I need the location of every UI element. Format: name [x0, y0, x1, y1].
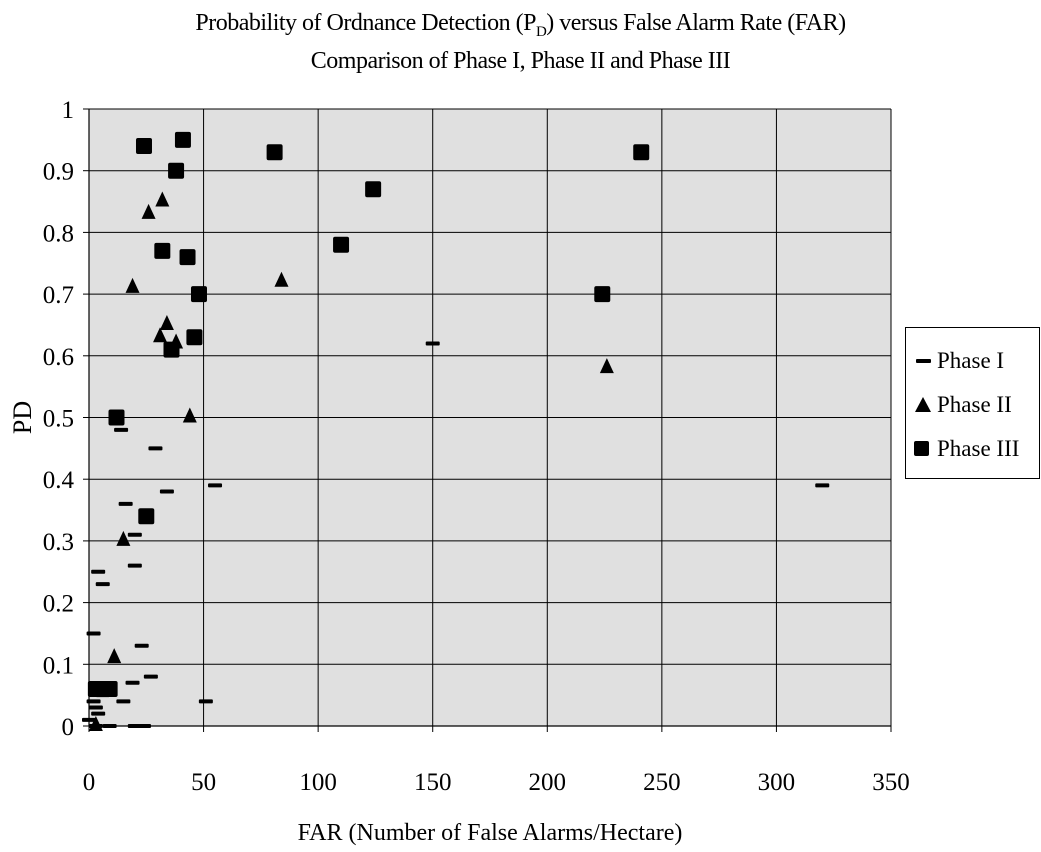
x-tick-label: 300: [758, 769, 796, 796]
phase-1-point: [198, 699, 213, 704]
phase-1-point: [82, 717, 96, 722]
phase-2-point: [141, 203, 156, 219]
y-tick-label: 0.4: [43, 467, 75, 494]
phase-2-point: [155, 191, 170, 207]
phase-3-point: [266, 144, 283, 161]
y-tick-label: 0.6: [43, 344, 74, 371]
phase-2-point: [182, 407, 197, 423]
x-tick-label: 150: [414, 769, 452, 796]
phase-1-point: [143, 674, 158, 679]
phase-3-point: [190, 286, 207, 303]
data-markers: [82, 131, 830, 731]
phase-3-point: [108, 409, 125, 426]
legend: Phase I Phase II Phase III: [905, 327, 1040, 479]
y-tick-label: 0: [62, 714, 75, 741]
x-tick-label: 200: [529, 769, 567, 796]
phase-2-point: [125, 277, 140, 293]
phase-2-point: [274, 271, 289, 287]
chart-title: Probability of Ordnance Detection (PD) v…: [195, 10, 846, 40]
phase-3-point: [365, 181, 382, 198]
phase-3-point: [168, 162, 185, 179]
x-axis-ticks: 0 50 100 150 200 250 300 350: [83, 726, 910, 796]
grid-lines: [89, 108, 892, 726]
phase-1-point: [95, 582, 110, 587]
phase-2-point: [153, 327, 168, 343]
phase-1-point: [208, 483, 223, 488]
triangle-marker-icon: [914, 393, 934, 417]
y-tick-label: 1: [62, 97, 75, 124]
phase-3-point: [186, 329, 203, 346]
phase-1-point: [91, 569, 106, 574]
phase-1-point: [148, 446, 163, 451]
phase-1-point: [114, 427, 129, 432]
phase-2-point: [116, 530, 131, 546]
phase-3-point: [633, 144, 650, 161]
legend-label: Phase I: [937, 348, 1005, 373]
dash-marker-icon: [914, 349, 934, 373]
phase-1-point: [136, 724, 151, 728]
y-tick-label: 0.9: [43, 159, 74, 186]
phase-3-point: [594, 286, 611, 303]
square-marker-icon: [914, 437, 934, 461]
y-tick-label: 0.5: [43, 406, 74, 433]
y-tick-label: 0.8: [43, 220, 74, 247]
phase-1-point: [134, 643, 149, 648]
x-tick-label: 100: [299, 769, 337, 796]
phase-1-point: [125, 680, 140, 685]
phase-3-point: [333, 236, 350, 253]
phase-1-point: [116, 699, 131, 704]
phase-1-point: [102, 724, 117, 728]
phase-2-point: [88, 716, 103, 731]
x-tick-label: 0: [83, 769, 96, 796]
legend-label: Phase III: [937, 436, 1020, 461]
phase-1-point: [815, 483, 830, 488]
phase-3-point: [154, 242, 171, 259]
phase-3-point: [101, 680, 118, 697]
legend-item-phase-3: Phase III: [914, 434, 1019, 464]
y-tick-label: 0.3: [43, 529, 74, 556]
chart-subtitle: Comparison of Phase I, Phase II and Phas…: [310, 48, 731, 74]
x-tick-label: 350: [872, 769, 910, 796]
y-tick-label: 0.2: [43, 591, 74, 618]
phase-3-point: [163, 341, 180, 358]
phase-2-point: [599, 358, 614, 374]
legend-item-phase-2: Phase II: [914, 390, 1012, 420]
x-axis-label: FAR (Number of False Alarms/Hectare): [298, 820, 683, 846]
phase-1-point: [425, 341, 440, 346]
phase-2-point: [159, 314, 174, 330]
phase-1-point: [86, 699, 101, 704]
phase-1-point: [118, 501, 133, 506]
phase-1-point: [159, 489, 174, 494]
phase-2-point: [107, 648, 122, 664]
y-axis-label: PD: [8, 401, 37, 434]
y-tick-label: 0.1: [43, 652, 74, 679]
phase-3-point: [135, 138, 152, 155]
legend-label: Phase II: [937, 392, 1012, 417]
x-tick-label: 250: [643, 769, 681, 796]
y-axis-ticks: 0 0.1 0.2 0.3 0.4 0.5 0.6 0.7 0.8 0.9 1: [43, 97, 89, 741]
phase-3-point: [174, 131, 191, 148]
x-tick-label: 50: [191, 769, 216, 796]
phase-3-point: [179, 249, 196, 266]
phase-3-point: [138, 508, 155, 525]
phase-1-point: [127, 563, 142, 568]
phase-1-point: [127, 532, 142, 537]
phase-1-point: [91, 711, 106, 716]
phase-1-point: [88, 705, 103, 710]
phase-1-point: [86, 631, 101, 636]
legend-item-phase-1: Phase I: [914, 346, 1004, 376]
y-tick-label: 0.7: [43, 282, 74, 309]
